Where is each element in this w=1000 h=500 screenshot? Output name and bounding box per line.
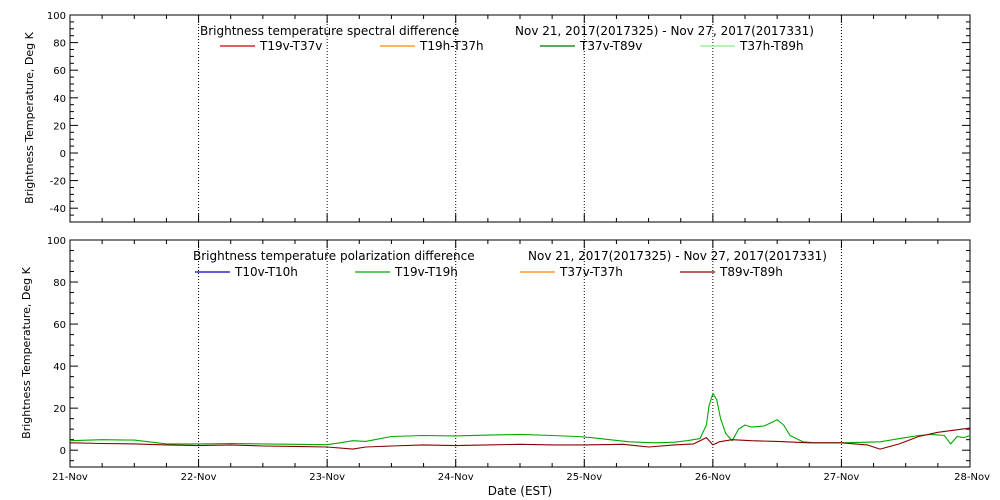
x-tick-label: 28-Nov: [954, 472, 990, 483]
y-tick-label: 40: [53, 94, 66, 105]
legend-label: T19h-T37h: [419, 39, 484, 53]
legend-entry: T37v-T89v: [540, 39, 642, 53]
panel-spectral: -40 -20 0 20 40 60 80 100 Brightness temperatur…: [23, 11, 971, 223]
x-axis-label: Date (EST): [488, 484, 552, 498]
y-tick-label: 100: [47, 236, 66, 247]
grid-polarization: [198, 240, 842, 467]
y-tick-label: 0: [60, 149, 66, 160]
date-range-spectral: Nov 21, 2017(2017325) - Nov 27, 2017(201…: [515, 24, 814, 38]
y-tick-label: 40: [53, 362, 66, 373]
plot-frame-spectral: [69, 14, 971, 223]
series-line: [69, 427, 971, 450]
x-ticks-polarization: 21-Nov 22-Nov 23-Nov 24-Nov 25-Nov 26-Nov 27-N…: [52, 240, 990, 483]
legend-entry: T10v-T10h: [195, 265, 298, 279]
y-ticks-polarization: 0 20 40 60 80 100: [47, 236, 970, 462]
x-tick-label: 22-Nov: [181, 472, 217, 483]
x-tick-label: 25-Nov: [566, 472, 602, 483]
legend-label: T10v-T10h: [234, 265, 298, 279]
x-tick-label: 23-Nov: [309, 472, 345, 483]
legend-spectral: T19v-T37v T19h-T37h T37v-T89v T37h-T89h: [220, 39, 804, 53]
y-tick-label: 0: [60, 446, 66, 457]
y-axis-label-spectral: Brightness Temperature, Deg K: [23, 31, 36, 203]
date-range-polarization: Nov 21, 2017(2017325) - Nov 27, 2017(201…: [528, 249, 827, 263]
series-line: [69, 392, 971, 446]
chart-title-polarization: Brightness temperature polarization diff…: [193, 249, 475, 263]
y-tick-label: 20: [53, 121, 66, 132]
legend-entry: T19v-T19h: [355, 265, 458, 279]
legend-label: T37h-T89h: [739, 39, 804, 53]
y-tick-label: 80: [53, 39, 66, 50]
series-polarization: [69, 392, 971, 450]
x-tick-label: 26-Nov: [695, 472, 731, 483]
legend-entry: T37h-T89h: [700, 39, 804, 53]
y-ticks-spectral: -40 -20 0 20 40 60 80 100: [47, 11, 970, 223]
y-tick-label: 100: [47, 11, 66, 22]
legend-label: T89v-T89h: [719, 265, 783, 279]
legend-label: T19v-T19h: [394, 265, 458, 279]
x-tick-label: 27-Nov: [823, 472, 859, 483]
legend-label: T37v-T89v: [579, 39, 642, 53]
legend-polarization: T10v-T10h T19v-T19h T37v-T37h T89v-T89h: [195, 265, 783, 279]
y-tick-label: 20: [53, 404, 66, 415]
legend-label: T37v-T37h: [559, 265, 623, 279]
legend-entry: T89v-T89h: [680, 265, 783, 279]
plot-frame-polarization: [69, 239, 971, 468]
y-tick-label: 60: [53, 320, 66, 331]
y-tick-label: -40: [50, 204, 66, 215]
panel-polarization: 0 20 40 60 80 100 21-Nov 22-Nov 23-Nov 24-Nov 25-…: [20, 236, 990, 498]
y-tick-label: 60: [53, 66, 66, 77]
legend-label: T19v-T37v: [259, 39, 322, 53]
y-tick-label: 80: [53, 278, 66, 289]
legend-entry: T19h-T37h: [380, 39, 484, 53]
legend-entry: T37v-T37h: [520, 265, 623, 279]
chart-title-spectral: Brightness temperature spectral differen…: [200, 24, 459, 38]
y-axis-label-polarization: Brightness Temperature, Deg K: [20, 266, 33, 438]
x-tick-label: 21-Nov: [52, 472, 88, 483]
legend-entry: T19v-T37v: [220, 39, 322, 53]
y-tick-label: -20: [50, 177, 66, 188]
x-tick-label: 24-Nov: [438, 472, 474, 483]
x-ticks-spectral: [69, 15, 971, 222]
